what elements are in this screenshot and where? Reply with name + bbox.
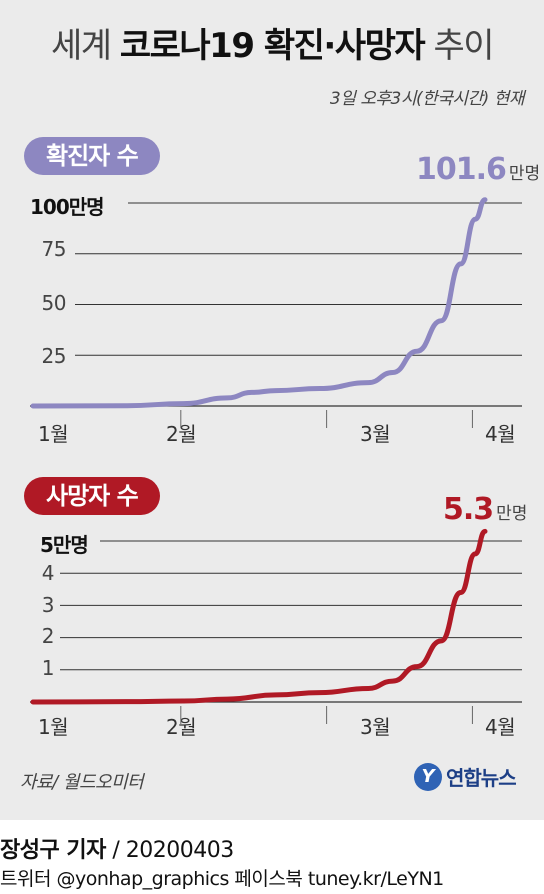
reporter-name: 장성구 기자 (0, 838, 106, 863)
deaths-month-apr: 4월 (485, 715, 516, 739)
deaths-series-line (30, 528, 488, 705)
confirmed-pill: 확진자 수 (24, 137, 160, 175)
deaths-final-number: 5.3 (443, 492, 494, 527)
title-part2: 코로나19 확진·사망자 (119, 26, 426, 66)
confirmed-final-number: 101.6 (416, 152, 507, 187)
confirmed-final-value: 101.6 만명 (416, 152, 540, 187)
yonhap-logo-mark: Y (414, 762, 442, 791)
deaths-tick-1: 1 (41, 656, 55, 680)
credit-line: 장성구 기자 / 20200403 (0, 832, 234, 864)
yonhap-logo-text: 연합뉴스 (446, 766, 517, 790)
deaths-month-feb: 2월 (166, 715, 197, 739)
social-links: 트위터 @yonhap_graphics 페이스북 tuney.kr/LeYN1 (0, 868, 444, 890)
deaths-tick-2: 2 (41, 624, 55, 648)
deaths-pill: 사망자 수 (24, 477, 160, 515)
confirmed-series-line (30, 197, 488, 409)
deaths-top-label: 5만명 (40, 533, 89, 557)
confirmed-tick-75: 75 (41, 237, 67, 261)
confirmed-tick-50: 50 (41, 291, 67, 315)
confirmed-month-jan: 1월 (38, 422, 69, 446)
deaths-tick-3: 3 (41, 593, 55, 617)
source-note: 자료/ 월드오미터 (20, 772, 144, 793)
deaths-tick-4: 4 (41, 561, 55, 585)
credit-date: 20200403 (125, 838, 234, 863)
confirmed-month-feb: 2월 (166, 422, 197, 446)
title-part1: 세계 (50, 26, 120, 66)
deaths-final-unit: 만명 (496, 504, 528, 524)
yonhap-logo: Y 연합뉴스 (414, 762, 517, 791)
confirmed-month-mar: 3월 (360, 422, 391, 446)
confirmed-tick-25: 25 (41, 344, 67, 368)
credit-separator: / (105, 838, 126, 863)
confirmed-final-unit: 만명 (508, 164, 541, 184)
deaths-final-value: 5.3 만명 (443, 492, 527, 527)
infographic-panel (0, 0, 544, 820)
page-title: 세계 코로나19 확진·사망자 추이 (0, 18, 544, 67)
deaths-month-jan: 1월 (38, 715, 69, 739)
confirmed-top-label: 100만명 (30, 195, 105, 219)
deaths-month-mar: 3월 (360, 715, 391, 739)
confirmed-month-apr: 4월 (485, 422, 516, 446)
as-of-note: 3일 오후3시(한국시간) 현재 (329, 89, 525, 109)
title-part3: 추이 (424, 26, 494, 66)
